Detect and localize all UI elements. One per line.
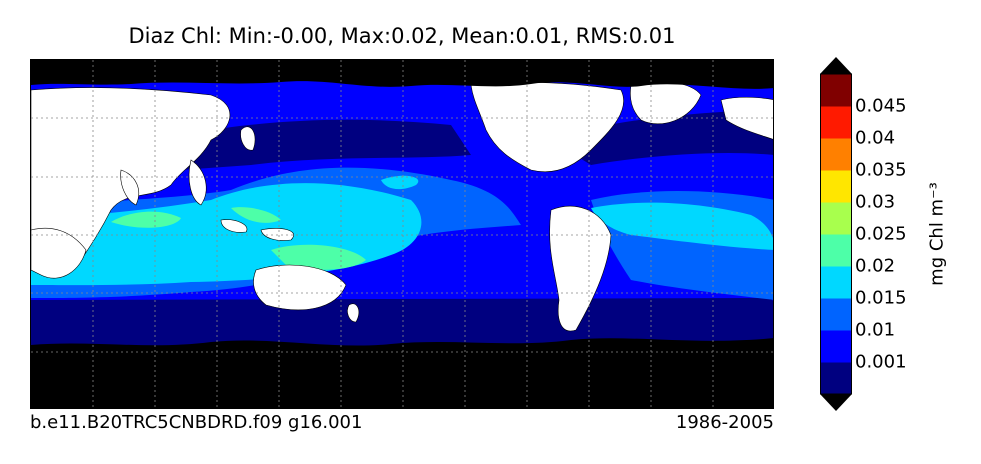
atlantic-high — [591, 202, 773, 250]
colorbar-tick-label: 0.02 — [855, 255, 896, 277]
colorbar-bin-0 — [820, 362, 852, 395]
colorbar-bin-5 — [820, 202, 852, 235]
colorbar-tick-label: 0.025 — [855, 223, 907, 245]
central-pacific-spot — [381, 175, 419, 190]
japan-land — [240, 126, 256, 151]
colorbar-tick-label: 0.001 — [855, 351, 907, 373]
colorbar-bin-2 — [820, 298, 852, 331]
colorbar-low-extend — [820, 394, 852, 411]
colorbar-frame — [820, 73, 852, 395]
years-label: 1986-2005 — [675, 412, 774, 433]
indian-peak — [111, 211, 181, 228]
case-name-label: b.e11.B20TRC5CNBDRD.f09 g16.001 — [30, 412, 363, 433]
south-america-land — [549, 205, 612, 332]
se-asia-land — [188, 159, 207, 206]
new-zealand-land — [347, 303, 360, 323]
arctic-ice — [31, 60, 773, 89]
colorbar-bin-3 — [820, 266, 852, 299]
colorbar-tick-labels: 0.001 0.01 0.015 0.02 0.025 0.03 0.035 0.04 0.04… — [855, 54, 935, 414]
colorbar-bins — [820, 74, 852, 395]
colorbar-tick-label: 0.03 — [855, 191, 896, 213]
australia-land — [253, 264, 347, 311]
colorbar-unit-label: mg Chl m⁻³ — [926, 182, 948, 286]
north-america-land — [470, 81, 624, 173]
colorbar — [820, 57, 852, 411]
colorbar-bin-4 — [820, 234, 852, 267]
new-guinea-land — [260, 228, 294, 241]
colorbar-tick-label: 0.04 — [855, 127, 896, 149]
maritime-peak — [231, 207, 281, 223]
colorbar-high-extend — [820, 57, 852, 74]
colorbar-bin-8 — [820, 106, 852, 139]
indonesia-land — [220, 219, 248, 233]
africa-land — [31, 227, 87, 279]
colorbar-bin-1 — [820, 330, 852, 363]
north-atlantic-low — [551, 110, 773, 165]
colorbar-bin-6 — [820, 170, 852, 203]
colorbar-tick-label: 0.015 — [855, 287, 907, 309]
colorbar-tick-label: 0.01 — [855, 319, 896, 341]
colorbar-bin-7 — [820, 138, 852, 171]
map-title: Diaz Chl: Min:-0.00, Max:0.02, Mean:0.01… — [128, 24, 676, 48]
graticule — [31, 60, 773, 408]
colorbar-tick-label: 0.035 — [855, 159, 907, 181]
world-map — [31, 60, 773, 408]
colorbar-tick-label: 0.045 — [855, 95, 907, 117]
colorbar-bin-9 — [820, 74, 852, 107]
map-panel — [30, 59, 774, 409]
pacific-peak — [271, 244, 366, 270]
antarctica-ice — [31, 338, 773, 408]
